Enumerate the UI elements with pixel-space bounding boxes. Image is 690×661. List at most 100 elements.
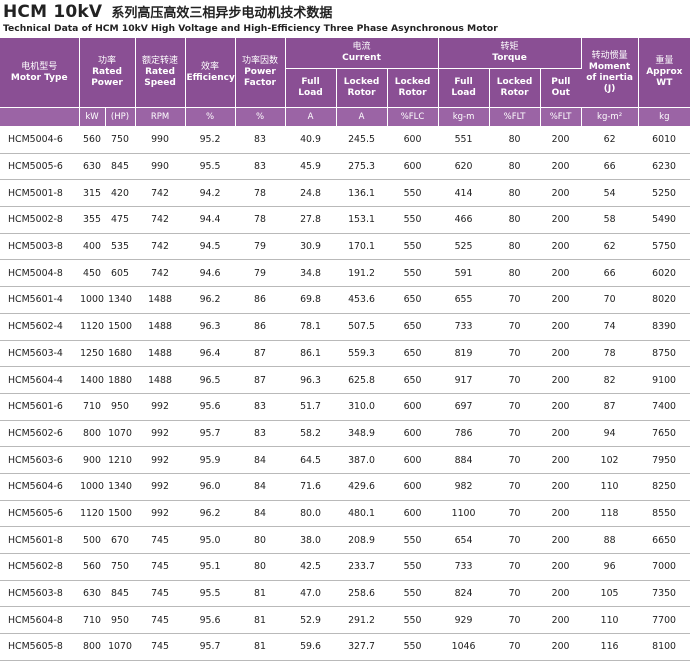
cell-power-kw: 450 [79,259,105,288]
table-row: HCM5003-8 400 535 742 94.5 79 30.9 170.1 550 525 8… [0,233,690,261]
cell-torque-pull-out: 200 [540,366,582,394]
cell-inertia: 62 [581,233,639,261]
header-torque-full-load: Full Load [438,68,490,108]
cell-current-locked-rotor-a: 233.7 [336,553,388,581]
table-row: HCM5005-6 630 845 990 95.5 83 45.9 275.3 600 620 8… [0,153,690,181]
cell-motor-type: HCM5005-6 [0,153,79,181]
header-inertia: 转动惯量 Moment of inertia (J) [581,38,639,108]
cell-torque-locked-rotor: 70 [489,340,541,368]
table-row: HCM5605-8 800 1070 745 95.7 81 59.6 327.7 550 104… [0,633,690,661]
cell-torque-locked-rotor: 70 [489,446,541,474]
cell-motor-type: HCM5605-6 [0,500,79,528]
cell-power-kw: 800 [79,633,105,661]
cell-inertia: 118 [581,500,639,528]
cell-weight: 5750 [638,233,690,261]
cell-power-factor: 79 [235,259,286,288]
cell-inertia: 96 [581,553,639,581]
cell-motor-type: HCM5003-8 [0,233,79,261]
title-main: HCM 10kV [3,2,103,22]
cell-torque-full-load: 929 [438,606,490,635]
cell-torque-pull-out: 200 [540,126,582,154]
cell-power-kw: 630 [79,580,105,608]
cell-efficiency: 96.3 [185,313,236,341]
cell-efficiency: 95.5 [185,580,236,608]
header-current-locked-rotor-a: Locked Rotor [336,68,388,108]
cell-torque-locked-rotor: 80 [489,259,541,288]
header-current-full-load: Full Load [285,68,337,108]
cell-current-full-load: 27.8 [285,206,337,234]
cell-motor-type: HCM5603-8 [0,580,79,608]
cell-speed: 745 [135,606,186,635]
cell-current-locked-rotor-flc: 600 [387,500,439,528]
cell-motor-type: HCM5004-6 [0,126,79,154]
cell-current-locked-rotor-flc: 650 [387,340,439,368]
cell-torque-full-load: 819 [438,340,490,368]
cell-torque-full-load: 733 [438,313,490,341]
cell-inertia: 66 [581,153,639,181]
cell-torque-full-load: 466 [438,206,490,234]
cell-motor-type: HCM5601-4 [0,286,79,314]
header-efficiency: 效率 Efficiency [185,38,236,108]
cell-torque-pull-out: 200 [540,179,582,208]
cell-weight: 7700 [638,606,690,635]
cell-power-hp: 535 [105,233,136,261]
cell-motor-type: HCM5601-8 [0,526,79,554]
cell-current-full-load: 38.0 [285,526,337,554]
cell-current-locked-rotor-a: 258.6 [336,580,388,608]
table-row: HCM5604-8 710 950 745 95.6 81 52.9 291.2 550 929 7… [0,606,690,635]
cell-weight: 6020 [638,259,690,288]
cell-current-locked-rotor-flc: 550 [387,606,439,635]
cell-motor-type: HCM5605-8 [0,633,79,661]
cell-speed: 742 [135,179,186,208]
cell-power-factor: 86 [235,313,286,341]
cell-power-kw: 560 [79,553,105,581]
cell-torque-pull-out: 200 [540,473,582,501]
cell-speed: 992 [135,420,186,448]
cell-torque-locked-rotor: 70 [489,526,541,554]
cell-weight: 7000 [638,553,690,581]
cell-power-hp: 670 [105,526,136,554]
cell-power-factor: 79 [235,233,286,261]
cell-power-factor: 83 [235,126,286,154]
cell-efficiency: 96.4 [185,340,236,368]
cell-torque-pull-out: 200 [540,553,582,581]
table-row: HCM5603-4 1250 1680 1488 96.4 87 86.1 559.3 650 8… [0,340,690,368]
cell-torque-locked-rotor: 70 [489,553,541,581]
cell-inertia: 62 [581,126,639,154]
cell-power-hp: 475 [105,206,136,234]
cell-power-kw: 1120 [79,313,105,341]
header-motor-type: 电机型号 Motor Type [0,38,80,108]
cell-speed: 992 [135,446,186,474]
cell-weight: 8250 [638,473,690,501]
cell-inertia: 110 [581,473,639,501]
cell-speed: 745 [135,553,186,581]
cell-torque-locked-rotor: 70 [489,580,541,608]
cell-speed: 742 [135,233,186,261]
cell-speed: 745 [135,526,186,554]
cell-power-hp: 750 [105,126,136,154]
cell-current-full-load: 86.1 [285,340,337,368]
header-torque: 转矩 Torque [438,38,582,69]
cell-current-full-load: 69.8 [285,286,337,314]
cell-power-kw: 630 [79,153,105,181]
cell-efficiency: 96.0 [185,473,236,501]
cell-current-locked-rotor-flc: 550 [387,580,439,608]
cell-current-locked-rotor-a: 559.3 [336,340,388,368]
unit-current-full-load: A [285,107,337,127]
cell-current-full-load: 58.2 [285,420,337,448]
cell-motor-type: HCM5603-6 [0,446,79,474]
cell-torque-full-load: 525 [438,233,490,261]
cell-current-locked-rotor-flc: 650 [387,313,439,341]
cell-current-full-load: 45.9 [285,153,337,181]
cell-torque-locked-rotor: 70 [489,606,541,635]
cell-torque-full-load: 982 [438,473,490,501]
cell-speed: 745 [135,633,186,661]
cell-efficiency: 94.2 [185,179,236,208]
cell-weight: 6230 [638,153,690,181]
cell-power-hp: 1340 [105,473,136,501]
cell-inertia: 110 [581,606,639,635]
cell-speed: 992 [135,393,186,421]
cell-power-hp: 1880 [105,366,136,394]
table-row: HCM5602-4 1120 1500 1488 96.3 86 78.1 507.5 650 7… [0,313,690,341]
table-row: HCM5001-8 315 420 742 94.2 78 24.8 136.1 550 414 8… [0,179,690,208]
